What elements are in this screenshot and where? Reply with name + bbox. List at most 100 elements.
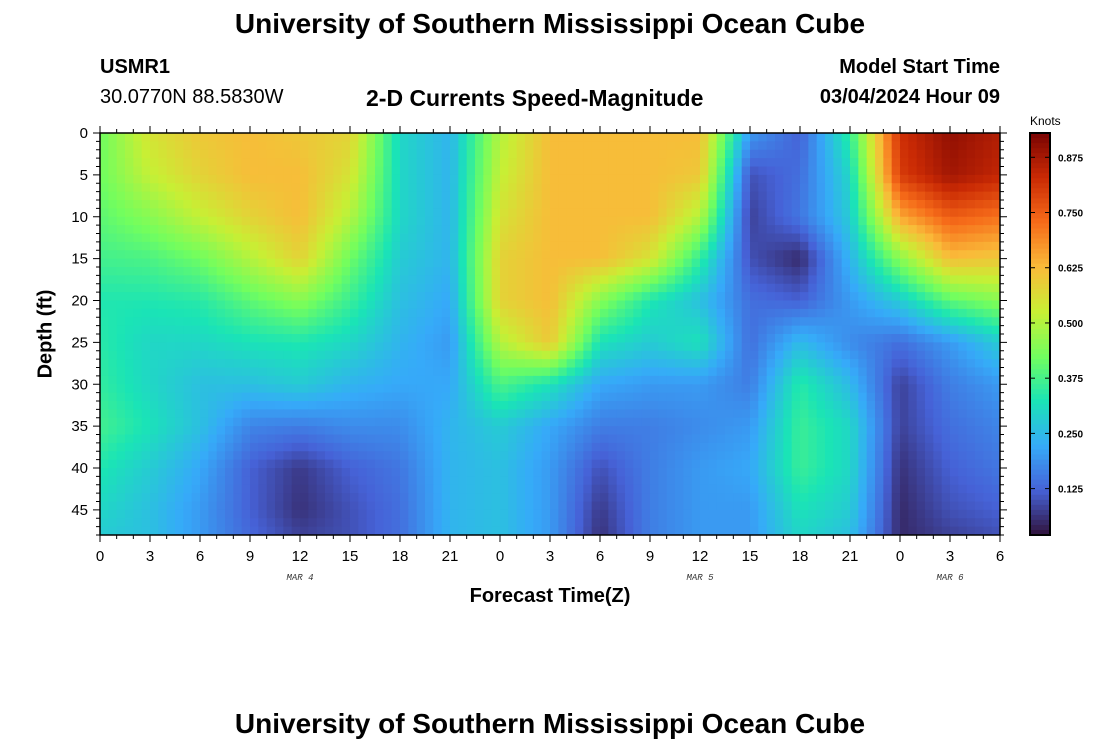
heatmap-cell [183,350,193,360]
heatmap-cell [833,476,843,486]
heatmap-cell [883,375,893,385]
heatmap-cell [216,384,226,394]
heatmap-cell [391,401,401,410]
heatmap-cell [108,300,118,310]
heatmap-cell [291,292,301,302]
heatmap-cell [350,468,359,477]
heatmap-cell [458,133,468,142]
heatmap-cell [341,401,351,410]
heatmap-cell [158,225,168,235]
heatmap-cell [725,493,734,503]
heatmap-cell [675,417,684,427]
heatmap-cell [941,359,951,369]
station-coordinates: 30.0770N 88.5830W [100,86,284,108]
heatmap-cell [608,149,618,159]
heatmap-cell [308,241,318,251]
heatmap-cell [133,501,143,511]
heatmap-cell [825,141,834,151]
heatmap-cell [291,208,301,218]
heatmap-cell [883,233,893,243]
heatmap-cell [858,292,868,302]
heatmap-cell [850,300,859,310]
heatmap-cell [775,509,784,519]
heatmap-cell [258,476,268,486]
heatmap-cell [491,476,501,486]
heatmap-cell [958,359,968,369]
heatmap-cell [316,283,326,293]
heatmap-cell [325,267,334,276]
heatmap-cell [883,417,893,427]
heatmap-cell [408,258,418,268]
heatmap-cell [475,216,484,226]
heatmap-cell [450,451,459,461]
heatmap-cell [441,208,451,218]
heatmap-cell [841,216,851,226]
heatmap-cell [116,417,126,427]
heatmap-cell [166,166,176,176]
heatmap-cell [391,158,401,168]
heatmap-cell [341,367,351,377]
heatmap-cell [800,250,809,260]
heatmap-cell [983,384,993,394]
heatmap-cell [700,359,709,369]
heatmap-cell [108,518,118,528]
heatmap-cell [358,409,368,419]
heatmap-cell [841,300,851,310]
heatmap-cell [133,233,143,243]
heatmap-cell [675,267,684,276]
heatmap-cell [258,200,268,209]
heatmap-cell [316,367,326,377]
heatmap-cell [958,183,968,193]
heatmap-cell [525,401,534,410]
heatmap-cell [675,509,684,519]
heatmap-cell [408,275,418,285]
heatmap-cell [125,468,134,477]
heatmap-cell [333,283,343,293]
heatmap-cell [916,342,926,352]
heatmap-cell [925,342,934,352]
heatmap-cell [850,149,859,159]
heatmap-cell [541,375,551,385]
heatmap-cell [416,317,426,327]
heatmap-cell [975,149,984,159]
heatmap-cell [533,434,543,444]
heatmap-cell [808,258,818,268]
heatmap-cell [816,342,826,352]
heatmap-cell [366,133,376,142]
heatmap-cell [600,267,609,276]
heatmap-cell [708,225,718,235]
heatmap-cell [275,300,284,310]
heatmap-cell [141,484,151,494]
heatmap-cell [166,350,176,360]
heatmap-cell [716,384,726,394]
heatmap-cell [350,342,359,352]
heatmap-cell [916,300,926,310]
heatmap-cell [233,191,243,201]
heatmap-cell [866,325,876,335]
heatmap-cell [341,426,351,436]
heatmap-cell [983,250,993,260]
heatmap-cell [858,468,868,477]
heatmap-cell [600,183,609,193]
heatmap-cell [750,367,759,377]
heatmap-cell [391,468,401,477]
heatmap-cell [641,509,651,519]
heatmap-cell [225,308,234,318]
heatmap-cell [141,350,151,360]
heatmap-cell [158,275,168,285]
heatmap-cell [908,451,918,461]
heatmap-cell [191,233,201,243]
heatmap-cell [491,191,501,201]
heatmap-cell [491,183,501,193]
heatmap-cell [300,493,309,503]
heatmap-cell [508,225,518,235]
heatmap-cell [208,426,218,436]
heatmap-cell [558,350,568,360]
heatmap-cell [650,501,659,511]
heatmap-cell [675,476,684,486]
heatmap-cell [666,250,676,260]
heatmap-cell [766,392,776,402]
heatmap-cell [600,149,609,159]
heatmap-cell [566,200,576,209]
heatmap-cell [991,384,1000,394]
